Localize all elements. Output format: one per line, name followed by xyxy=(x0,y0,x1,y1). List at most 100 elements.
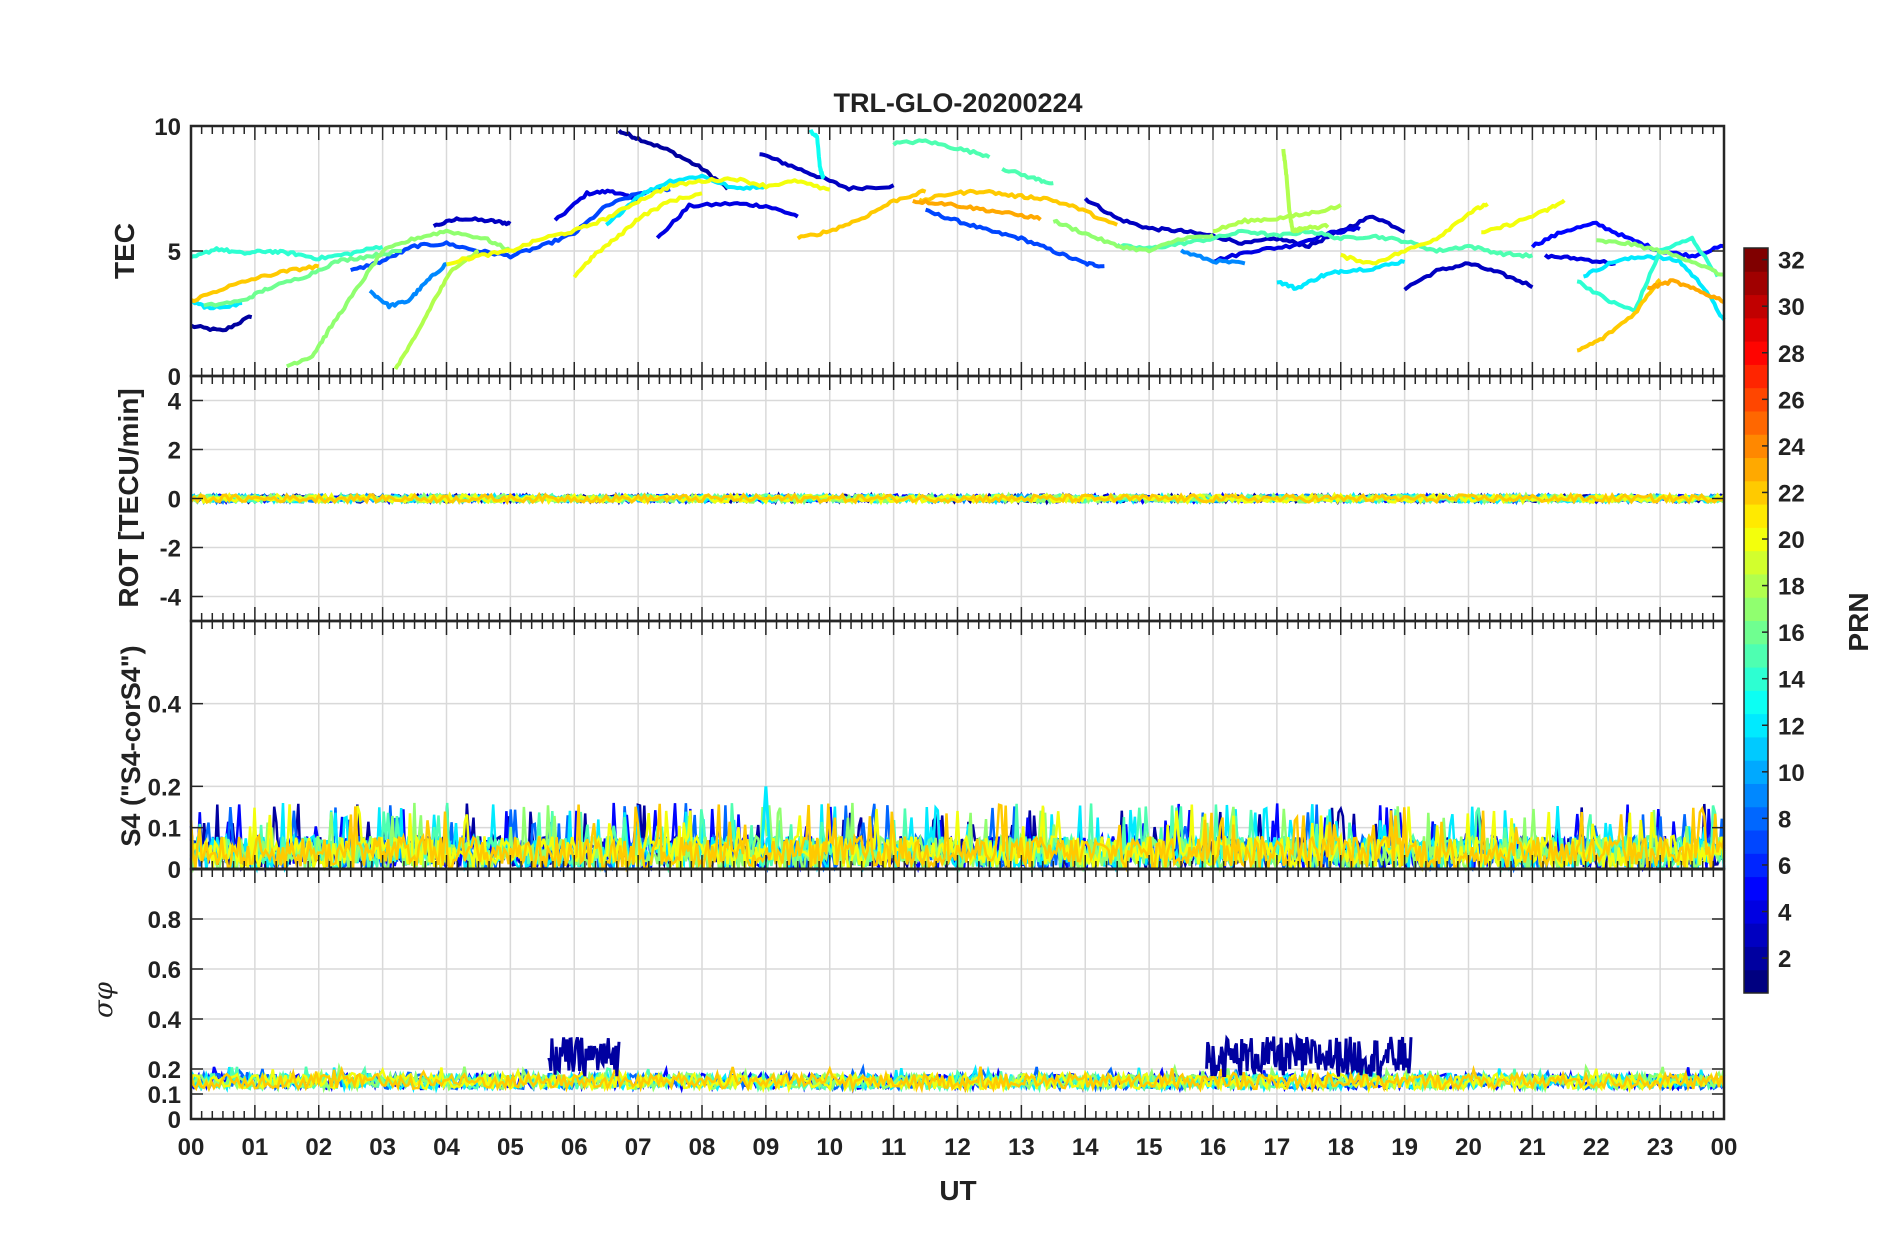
tec-series-line xyxy=(350,186,671,272)
tec-series-line xyxy=(203,248,402,308)
x-axis-label: UT xyxy=(939,1175,976,1206)
colorbar-swatch xyxy=(1744,853,1768,878)
tec-series-line xyxy=(286,228,513,369)
colorbar-swatch xyxy=(1744,457,1768,482)
colorbar-tick-label: 8 xyxy=(1778,806,1791,833)
rot-ticks xyxy=(190,376,1725,621)
x-tick-label: 01 xyxy=(242,1134,269,1161)
x-tick-label: 10 xyxy=(816,1134,843,1161)
tec-series-line xyxy=(190,263,320,304)
sigma-phi-series-line xyxy=(189,1064,1726,1094)
panel-rot: -4 -2 0 2 4 ROT [TECU/min] xyxy=(113,374,1726,623)
y-tick-label: -2 xyxy=(160,536,181,563)
s4-y-tick-labels: 0 0.1 0.2 0.4 xyxy=(148,692,182,884)
y-tick-label: 0.2 xyxy=(148,774,181,801)
colorbar-swatch xyxy=(1744,969,1768,994)
x-tick-label: 14 xyxy=(1072,1134,1099,1161)
colorbar-tick-label: 22 xyxy=(1778,480,1805,507)
tec-series-line xyxy=(1340,202,1489,266)
x-tick-label: 07 xyxy=(625,1134,652,1161)
y-tick-label: 2 xyxy=(168,438,181,465)
tec-series-line xyxy=(190,245,384,262)
x-tick-label: 09 xyxy=(753,1134,780,1161)
rot-series xyxy=(189,491,1726,506)
colorbar-swatch xyxy=(1744,643,1768,668)
sigma-phi-ticks xyxy=(190,869,1725,1120)
tec-series-line xyxy=(655,201,799,240)
tec-y-tick-labels: 0 5 10 xyxy=(154,114,181,391)
colorbar-tick-label: 14 xyxy=(1778,667,1805,694)
tec-series-line xyxy=(1276,259,1406,291)
y-tick-label: 0 xyxy=(168,857,181,884)
colorbar-tick-label: 30 xyxy=(1778,294,1805,321)
colorbar-tick-label: 12 xyxy=(1778,713,1805,740)
tec-series-line xyxy=(918,188,1119,227)
y-tick-label: 0.1 xyxy=(148,816,181,843)
y-tick-label: 0.1 xyxy=(148,1082,181,1109)
colorbar-tick-label: 24 xyxy=(1778,434,1805,461)
tec-series-line xyxy=(796,188,927,241)
colorbar-swatch xyxy=(1744,667,1768,691)
y-tick-label: 10 xyxy=(154,114,181,141)
colorbar-swatch xyxy=(1744,504,1768,528)
tec-series-line xyxy=(892,138,991,159)
colorbar-label: PRN xyxy=(1843,592,1874,651)
tec-series-line xyxy=(1281,148,1330,234)
panel-s4: 0 0.1 0.2 0.4 S4 ("S4-corS4") xyxy=(116,619,1726,884)
y-tick-label: 0.2 xyxy=(148,1057,181,1084)
colorbar-tick-label: 4 xyxy=(1778,900,1792,927)
colorbar-swatch xyxy=(1744,597,1768,621)
x-tick-label: 11 xyxy=(881,1134,906,1161)
tec-series-line xyxy=(1543,253,1616,266)
tec-series-line xyxy=(1180,248,1246,266)
x-tick-label: 15 xyxy=(1136,1134,1163,1161)
sigma-phi-y-tick-labels: 00.10.2 0.4 0.6 0.8 xyxy=(148,907,182,1134)
colorbar-swatch xyxy=(1744,690,1768,715)
colorbar-swatch xyxy=(1744,271,1768,296)
tec-grid xyxy=(191,126,1724,376)
tec-series-line xyxy=(1530,220,1725,259)
colorbar-swatch xyxy=(1744,480,1768,505)
x-tick-label: 05 xyxy=(497,1134,524,1161)
colorbar-swatch xyxy=(1744,923,1768,947)
colorbar-swatch xyxy=(1744,620,1768,645)
tec-series-line xyxy=(912,198,1042,222)
tec-series-line xyxy=(1576,235,1720,313)
tec-series-line xyxy=(1052,218,1215,254)
x-tick-label: 13 xyxy=(1008,1134,1035,1161)
figure-title: TRL-GLO-20200224 xyxy=(833,88,1082,118)
tec-series-line xyxy=(1116,228,1534,259)
rot-series-line xyxy=(189,491,1725,506)
colorbar-tick-label: 6 xyxy=(1778,853,1791,880)
sigma-phi-enhancement xyxy=(547,1036,621,1077)
colorbar-swatch xyxy=(1744,760,1768,784)
y-tick-label: 0.4 xyxy=(148,692,182,719)
colorbar-swatch xyxy=(1744,806,1768,831)
tec-series-line xyxy=(925,207,1105,269)
colorbar-swatch xyxy=(1744,899,1768,924)
tec-series-line xyxy=(1212,225,1361,265)
colorbar-swatch xyxy=(1744,573,1768,598)
colorbar-swatch xyxy=(1744,248,1768,272)
x-tick-label: 18 xyxy=(1327,1134,1354,1161)
colorbar-swatch xyxy=(1744,946,1768,971)
colorbar-swatch xyxy=(1744,364,1768,389)
y-tick-label: 0 xyxy=(168,487,181,514)
tec-series-line xyxy=(1212,203,1342,234)
colorbar-swatch xyxy=(1744,434,1768,459)
colorbar-swatch xyxy=(1744,317,1768,342)
y-tick-label: 0 xyxy=(168,364,181,391)
colorbar-swatch xyxy=(1744,736,1768,761)
colorbar-tick-label: 20 xyxy=(1778,527,1805,554)
panel-sigma-phi: 00.10.2 0.4 0.6 0.8 σφ xyxy=(89,867,1726,1134)
colorbar-swatch xyxy=(1744,830,1768,854)
tec-series-line xyxy=(432,216,512,228)
colorbar-tick-label: 16 xyxy=(1778,620,1805,647)
x-tick-label: 22 xyxy=(1583,1134,1610,1161)
tec-series-line xyxy=(617,129,730,191)
tec-series-line xyxy=(1403,261,1534,292)
y-tick-label: -4 xyxy=(160,585,182,612)
s4-y-axis-label: S4 ("S4-corS4") xyxy=(116,645,146,846)
